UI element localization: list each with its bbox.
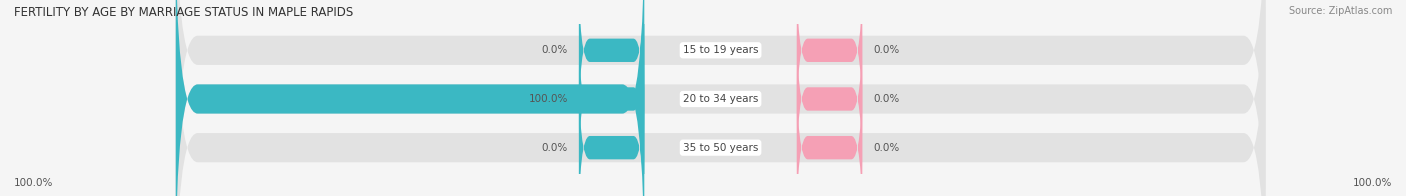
Text: 100.0%: 100.0% [1353,178,1392,188]
Text: 35 to 50 years: 35 to 50 years [683,143,758,153]
FancyBboxPatch shape [579,62,644,196]
FancyBboxPatch shape [176,0,644,196]
Text: 0.0%: 0.0% [541,143,568,153]
Text: FERTILITY BY AGE BY MARRIAGE STATUS IN MAPLE RAPIDS: FERTILITY BY AGE BY MARRIAGE STATUS IN M… [14,6,353,19]
FancyBboxPatch shape [579,13,644,185]
FancyBboxPatch shape [797,62,862,196]
Text: 0.0%: 0.0% [541,45,568,55]
FancyBboxPatch shape [797,0,862,136]
Text: 15 to 19 years: 15 to 19 years [683,45,758,55]
Text: 0.0%: 0.0% [873,94,900,104]
Text: 100.0%: 100.0% [14,178,53,188]
FancyBboxPatch shape [176,0,1265,196]
FancyBboxPatch shape [176,0,1265,196]
Text: 100.0%: 100.0% [529,94,568,104]
Text: 0.0%: 0.0% [873,143,900,153]
Text: 0.0%: 0.0% [873,45,900,55]
Text: Source: ZipAtlas.com: Source: ZipAtlas.com [1288,6,1392,16]
Text: 20 to 34 years: 20 to 34 years [683,94,758,104]
FancyBboxPatch shape [797,13,862,185]
FancyBboxPatch shape [579,0,644,136]
FancyBboxPatch shape [176,0,1265,196]
